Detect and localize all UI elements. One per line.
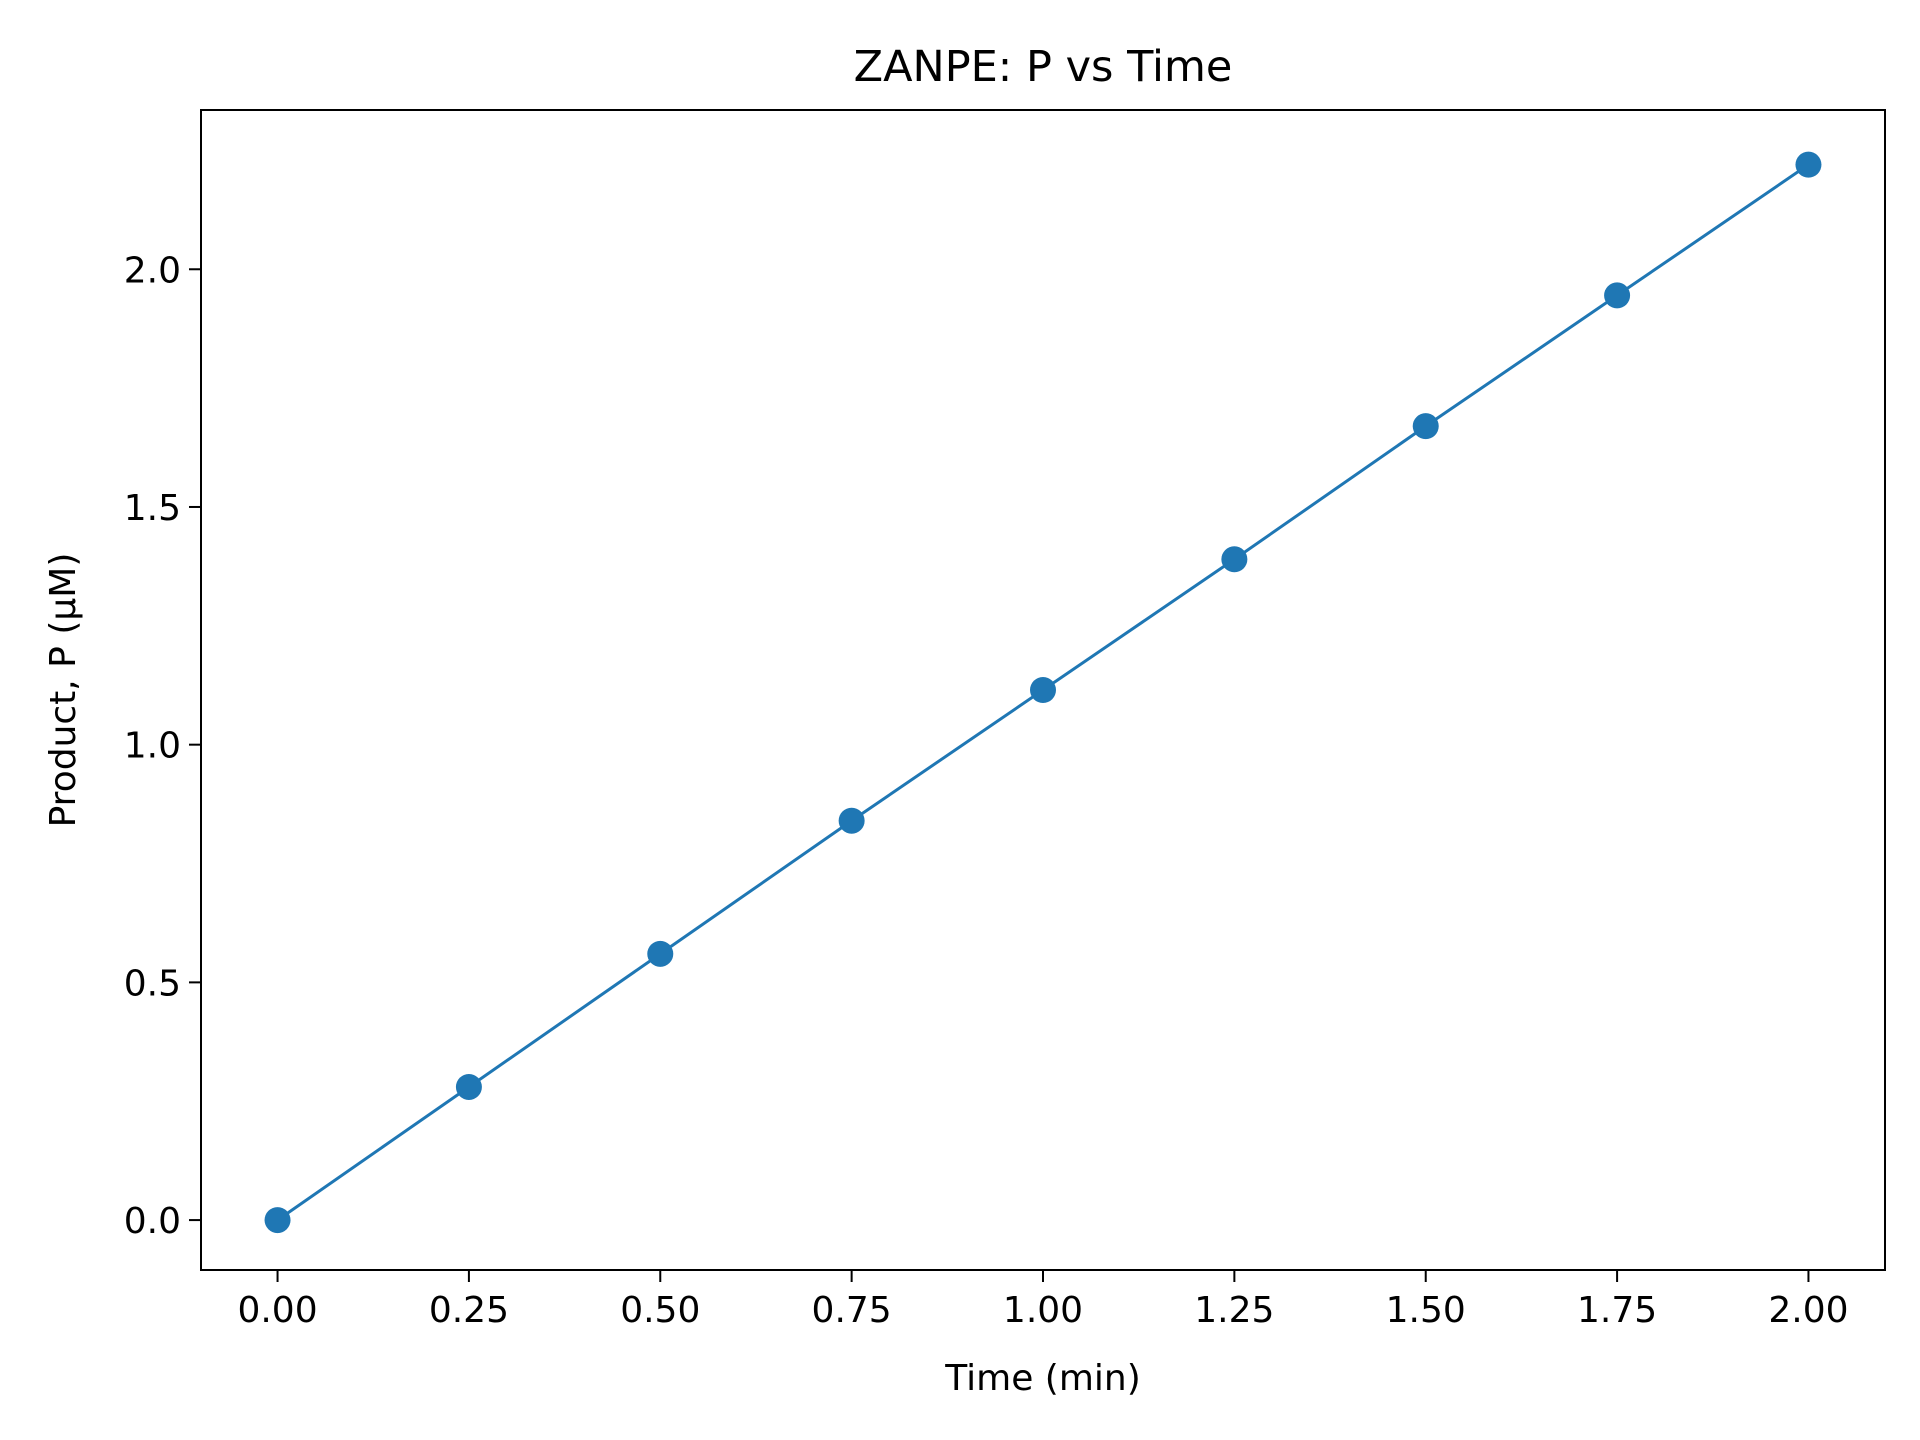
x-tick-label: 0.25 [429, 1290, 509, 1331]
x-axis-title: Time (min) [944, 1358, 1141, 1399]
x-tick-label: 1.00 [1003, 1290, 1083, 1331]
x-tick-label: 1.50 [1386, 1290, 1466, 1331]
x-tick-label: 1.75 [1577, 1290, 1657, 1331]
data-point [1604, 282, 1631, 309]
y-tick-label: 1.0 [124, 726, 181, 767]
data-point [1412, 413, 1439, 440]
chart-title: ZANPE: P vs Time [854, 42, 1233, 92]
x-axis: 0.00 0.25 0.50 0.75 1.00 1.25 1.50 1.75 2.00 [237, 1270, 1849, 1331]
y-axis-title: Product, P (μM) [43, 553, 84, 828]
y-tick-label: 0.5 [124, 963, 181, 1004]
x-tick-label: 0.50 [620, 1290, 700, 1331]
y-axis: 0.0 0.5 1.0 1.5 2.0 [124, 250, 201, 1242]
data-point [1030, 677, 1056, 703]
data-point [1795, 151, 1822, 178]
data-point [1221, 546, 1248, 573]
x-tick-label: 0.00 [237, 1290, 317, 1331]
y-tick-label: 1.5 [124, 488, 181, 529]
x-tick-label: 0.75 [812, 1290, 892, 1331]
x-tick-label: 2.00 [1768, 1290, 1848, 1331]
y-tick-label: 0.0 [124, 1201, 181, 1242]
data-point [455, 1073, 482, 1100]
y-tick-label: 2.0 [124, 250, 181, 291]
data-point [264, 1207, 291, 1234]
x-tick-label: 1.25 [1194, 1290, 1274, 1331]
data-point [838, 807, 865, 834]
series-layer [264, 151, 1822, 1234]
plot-area [200, 109, 1886, 1271]
data-point [647, 940, 674, 967]
